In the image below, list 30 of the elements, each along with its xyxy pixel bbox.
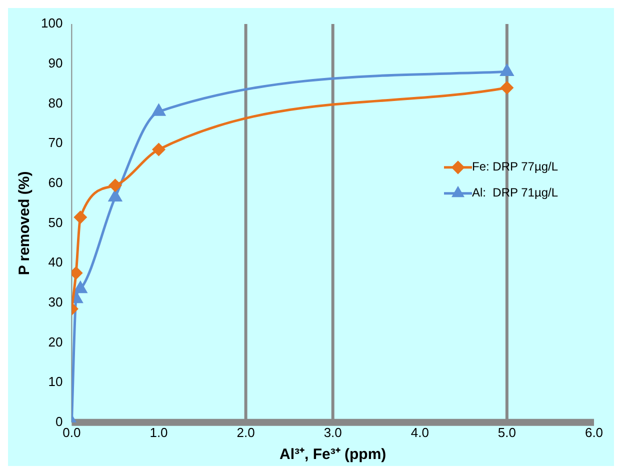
point <box>74 210 87 224</box>
x-tick-label: 0.0 <box>62 424 81 440</box>
x-tick-label: 3.0 <box>324 424 342 440</box>
x-tick-label: 5.0 <box>498 424 516 440</box>
y-tick-label: 100 <box>40 16 63 31</box>
point <box>74 282 87 294</box>
y-tick-label: 80 <box>48 95 63 110</box>
y-tick-label: 50 <box>48 214 63 230</box>
point <box>108 179 122 192</box>
x-axis-title: Al³⁺, Fe³⁺ (ppm) <box>280 446 386 464</box>
y-tick-label: 20 <box>48 334 63 350</box>
point <box>152 143 165 156</box>
y-tick-label: 10 <box>48 374 63 390</box>
y-tick-label: 40 <box>48 254 63 270</box>
y-tick-label: 30 <box>48 294 63 310</box>
point <box>152 104 166 116</box>
legend-label: Al: DRP 71µg/L <box>472 186 558 200</box>
y-tick-label: 90 <box>48 55 63 70</box>
y-axis-title: P removed (%) <box>16 171 34 276</box>
x-tick-label: 1.0 <box>150 424 168 440</box>
y-tick-label: 70 <box>48 135 63 150</box>
y-tick-label: 0 <box>55 414 63 429</box>
x-tick-label: 2.0 <box>236 424 255 440</box>
point <box>500 64 514 76</box>
legend-label: Fe: DRP 77µg/L <box>472 160 558 174</box>
y-tick-label: 60 <box>48 174 63 190</box>
x-tick-label: 4.0 <box>410 424 429 440</box>
point <box>108 190 122 202</box>
point <box>500 81 514 94</box>
x-tick-label: 6.0 <box>584 424 604 440</box>
